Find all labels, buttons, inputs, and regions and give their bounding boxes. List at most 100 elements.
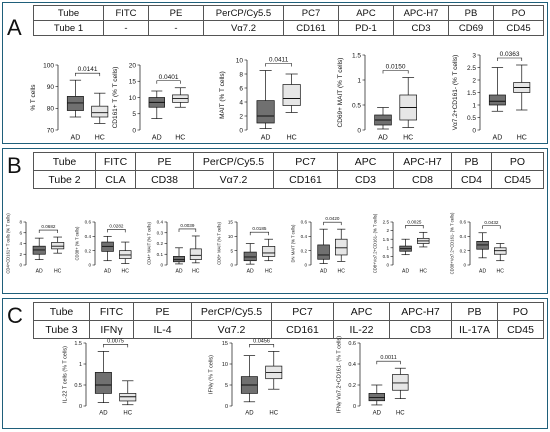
- x-tick-label: HC: [265, 269, 273, 275]
- significance-bracket: [178, 228, 197, 232]
- y-tick-label: 1: [386, 245, 389, 250]
- table-cell: IL-22: [333, 320, 390, 339]
- x-tick-label: HC: [517, 135, 527, 142]
- significance-bracket: [382, 70, 409, 74]
- y-tick-label: 0.4: [85, 234, 92, 239]
- box-ad: [94, 372, 112, 394]
- y-tick-label: 0: [160, 263, 163, 268]
- panel-letter: C: [7, 303, 23, 328]
- y-tick-label: 0.6: [85, 220, 92, 225]
- y-tick-label: 4: [19, 241, 22, 246]
- box-hc: [282, 84, 301, 106]
- table-header-cell: PC7: [271, 302, 334, 321]
- table-cell: CD3: [337, 170, 394, 189]
- panel-letter: A: [7, 15, 22, 40]
- table-cell: CD45: [497, 320, 544, 339]
- p-value-label: 0.0025: [407, 219, 421, 224]
- y-axis-label: IFNγ (% T cells): [208, 355, 214, 394]
- box-hc: [335, 238, 348, 256]
- y-tick-label: 3: [472, 52, 476, 59]
- y-tick-label: 0: [79, 404, 82, 410]
- significance-bracket: [265, 63, 292, 67]
- box-plot-a-4: 0 0.5 1 1.5 2 2.5 3 Vα7.2+CD161- (% T cells) AD H…: [452, 51, 531, 142]
- box-ad: [488, 94, 506, 106]
- x-tick-label: HC: [420, 269, 428, 275]
- table-cell: IL-17A: [451, 320, 498, 339]
- y-axis-label: CD8+ MAIT (% T cells): [216, 222, 221, 265]
- significance-bracket: [405, 225, 424, 229]
- y-tick-label: 0.4: [301, 234, 308, 239]
- table-cell: CD8: [393, 170, 452, 189]
- y-axis-label: IFNγ Vα7.2+CD161- (% T cells): [336, 336, 342, 413]
- box-ad: [368, 393, 385, 402]
- y-axis-label: CD38+ (% T cells): [74, 226, 79, 261]
- x-tick-label: AD: [36, 269, 43, 275]
- x-tick-label: AD: [152, 135, 162, 142]
- y-axis-label: CD4+CD161+ T cells (% T cells): [5, 213, 10, 274]
- box-plot-b-10: 0 0.5 1 1.5 2 2.5 CD8+Vα7.2+CD161- (% T cells)…: [372, 213, 430, 275]
- y-tick-label: 2: [19, 252, 22, 257]
- panel-b: B Tube FITC PE PerCP/Cy5.5 PC7 APC APC-H…: [2, 148, 548, 294]
- table-cell: CD4: [451, 170, 492, 189]
- box-plot-b-9: 0 0.2 0.4 0.6 DN MAIT (% T cells) AD HC 0.0420: [290, 216, 348, 275]
- table-header-cell: PerCP/Cy5.5: [191, 302, 272, 321]
- box-plot-a-2: 0 2 4 6 8 10 MAIT (% T cells) AD HC 0.0411: [219, 57, 301, 142]
- y-tick-label: 0.5: [352, 102, 361, 109]
- p-value-label: 0.0682: [41, 224, 55, 229]
- table-cell: Vα7.2: [191, 320, 272, 339]
- tube-table-row: Tube 3 IFNγ IL-4 Vα7.2 CD161 IL-22 CD3 I…: [33, 320, 544, 339]
- x-tick-label: AD: [71, 135, 81, 142]
- y-tick-label: 0.5: [383, 254, 390, 259]
- table-header-cell: PE: [135, 152, 194, 171]
- y-tick-label: 10: [236, 57, 244, 64]
- y-tick-label: 0: [225, 404, 228, 410]
- x-tick-label: AD: [99, 411, 108, 417]
- y-axis-label: Vα7.2+CD161- (% T cells): [452, 55, 459, 131]
- table-cell: CLA: [95, 170, 136, 189]
- p-value-label: 0.0420: [325, 216, 339, 221]
- y-axis-label: MAIT (% T cells): [219, 71, 226, 119]
- y-tick-label: 0.3: [157, 230, 164, 235]
- table-cell: CD45: [493, 20, 544, 36]
- p-value-label: 0.0411: [269, 57, 289, 64]
- y-axis-label: IL-22 T cells (% T cells): [62, 346, 68, 403]
- table-cell: Tube 2: [33, 170, 96, 189]
- y-axis-label: DN MAIT (% T cells): [290, 224, 295, 263]
- y-tick-label: 0.2: [348, 383, 356, 389]
- y-tick-label: 10: [228, 234, 234, 239]
- table-cell: Tube 3: [33, 320, 90, 339]
- table-cell: IFNγ: [89, 320, 134, 339]
- y-tick-label: 4: [239, 99, 243, 106]
- tube-table-row: Tube 1 - - Vα7.2 CD161 PD-1 CD3 CD69 CD4…: [33, 20, 544, 36]
- y-tick-label: 2: [386, 228, 389, 233]
- y-tick-label: 20: [129, 62, 137, 69]
- y-tick-label: 1: [79, 362, 82, 368]
- y-tick-label: 2: [472, 77, 476, 84]
- table-cell: -: [103, 20, 149, 36]
- x-tick-label: HC: [95, 135, 105, 142]
- p-value-label: 0.0363: [500, 51, 520, 58]
- x-tick-label: HC: [54, 269, 62, 275]
- p-value-label: 0.0075: [107, 338, 124, 344]
- box-plot-c-13: 0 5 10 15 IFNγ (% T cells) AD HC 0.0456: [208, 338, 283, 417]
- tube-table: Tube FITC PE PerCP/Cy5.5 PC7 APC APC-H7 …: [33, 5, 544, 36]
- table-header-cell: APC: [333, 302, 390, 321]
- x-tick-label: AD: [261, 135, 271, 142]
- y-tick-label: 8: [239, 71, 243, 78]
- y-tick-label: 0.1: [157, 252, 164, 257]
- x-tick-label: AD: [378, 135, 388, 142]
- p-value-label: 0.0401: [159, 74, 179, 81]
- x-tick-label: HC: [403, 135, 413, 142]
- x-tick-label: AD: [479, 269, 486, 275]
- y-tick-label: 0: [386, 263, 389, 268]
- x-tick-label: AD: [402, 269, 409, 275]
- x-tick-label: HC: [338, 269, 346, 275]
- y-tick-label: 5: [225, 383, 228, 389]
- y-tick-label: 0: [230, 263, 233, 268]
- x-tick-label: HC: [269, 411, 278, 417]
- box-ad: [317, 244, 330, 260]
- box-ad: [243, 251, 257, 262]
- tube-table-header-row: Tube FITC PE PerCP/Cy5.5 PC7 APC APC-H7 …: [33, 302, 544, 321]
- p-value-label: 0.0456: [253, 338, 270, 344]
- box-plot-a-3: 0 0.5 1 1.5 CD69+ MAIT (% T cells) AD HC 0.0150: [337, 52, 417, 142]
